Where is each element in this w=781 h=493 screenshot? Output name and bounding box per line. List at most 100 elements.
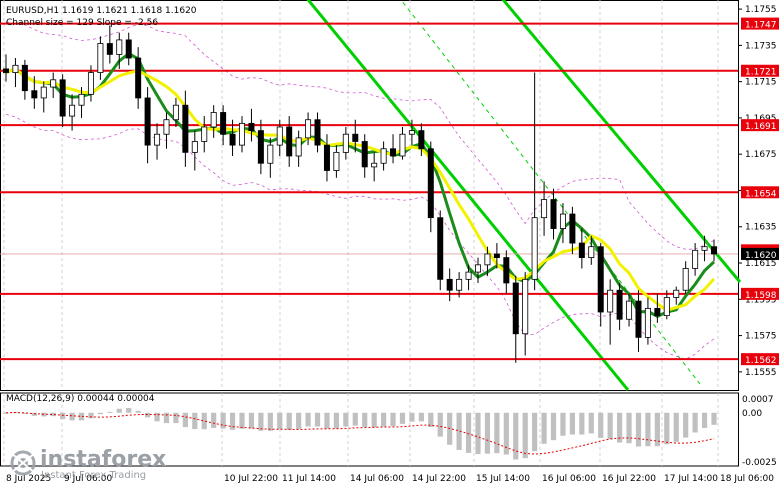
candle-body <box>503 257 510 284</box>
macd-bar <box>107 411 113 413</box>
candle-body <box>201 126 208 142</box>
instaforex-logo-icon <box>10 450 36 476</box>
candle-body <box>399 133 406 157</box>
macd-bar <box>333 412 339 429</box>
macd-bar <box>324 412 330 429</box>
macd-bar <box>701 412 708 428</box>
macd-bar <box>654 412 660 447</box>
macd-bar <box>163 412 170 424</box>
x-tick-label: 18 Jul 06:00 <box>720 474 774 484</box>
candle-body <box>673 289 680 298</box>
candle-body <box>78 93 85 106</box>
candle-body <box>380 148 387 164</box>
macd-bar <box>645 412 651 447</box>
candle-body <box>493 253 500 258</box>
current-price-label: 1.1620 <box>745 251 777 261</box>
candle-body <box>569 213 576 244</box>
watermark-brand: instaforex <box>40 447 166 472</box>
y-tick-label: 1.1615 <box>745 259 777 269</box>
candle-body <box>144 97 151 146</box>
macd-bar <box>409 412 415 422</box>
candle-body <box>682 268 689 291</box>
candle-body <box>257 130 264 164</box>
candle-body <box>229 133 236 146</box>
macd-bar <box>22 412 28 414</box>
candle-body <box>21 64 28 92</box>
macd-tick-label: -0.0025 <box>742 458 777 468</box>
symbol-header: EURUSD,H1 1.1619 1.1621 1.1618 1.1620 <box>6 6 197 16</box>
x-tick-label: 14 Jul 06:00 <box>350 474 404 484</box>
candle-body <box>323 144 330 171</box>
candle-body <box>276 126 283 146</box>
candle-body <box>352 133 359 142</box>
candle-body <box>588 246 595 258</box>
channel-info: Channel size = 129 Slope = -2.56 <box>6 18 158 28</box>
watermark-tagline: Instant Forex Trading <box>41 470 146 481</box>
macd-bar <box>503 412 509 455</box>
macd-bar <box>31 412 37 416</box>
channel-upper-line <box>501 0 742 283</box>
macd-bar <box>588 412 594 434</box>
macd-bar <box>229 412 236 430</box>
macd-bar <box>465 412 472 453</box>
candle-body <box>512 282 519 335</box>
macd-bar <box>126 408 132 413</box>
candle-body <box>286 126 293 157</box>
candle-body <box>427 148 434 219</box>
macd-bar <box>258 412 264 431</box>
candle-body <box>135 57 142 99</box>
macd-tick-label: 0.0007 <box>742 395 774 405</box>
level-label-box <box>741 287 779 300</box>
candle-body <box>418 130 425 150</box>
macd-bar <box>522 412 528 459</box>
macd-bar <box>314 412 321 427</box>
candle-body <box>210 112 217 128</box>
macd-bar <box>182 412 188 428</box>
macd-bar <box>569 412 575 435</box>
candle-body <box>59 79 66 117</box>
macd-bar <box>484 412 491 454</box>
candle-body <box>559 213 566 229</box>
candle-body <box>390 148 397 157</box>
candle-body <box>333 151 340 171</box>
candle-body <box>3 68 9 73</box>
macd-bar <box>154 412 160 422</box>
x-tick-label: 9 Jul 06:00 <box>64 474 113 484</box>
macd-bar <box>362 412 368 427</box>
y-tick-label: 1.1695 <box>745 114 777 124</box>
macd-bar <box>692 412 698 433</box>
candle-body <box>69 104 76 117</box>
macd-bar <box>135 410 141 413</box>
macd-bar <box>381 412 387 427</box>
time-axis: 8 Jul 2025 9 Jul 06:00 10 Jul 22:00 11 Jul … <box>6 474 774 484</box>
current-price-box <box>741 247 779 260</box>
candle-body <box>125 39 132 59</box>
macd-panel: 0.0007 0.00 -0.0025 <box>3 395 777 468</box>
macd-bar <box>456 412 462 450</box>
macd-tick-label: 0.00 <box>742 409 762 419</box>
macd-bar <box>617 412 623 443</box>
level-label: 1.1598 <box>745 291 777 301</box>
candle-body <box>607 289 614 313</box>
candle-body <box>87 72 94 95</box>
candle-body <box>701 246 708 251</box>
macd-bar <box>3 412 9 414</box>
candle-body <box>172 104 179 121</box>
macd-bar <box>626 412 632 444</box>
macd-bar <box>97 412 103 415</box>
macd-bar <box>201 412 207 430</box>
y-tick-label: 1.1675 <box>745 150 777 160</box>
macd-bar <box>579 412 585 435</box>
macd-bar <box>475 412 481 455</box>
candle-body <box>635 300 642 338</box>
candle-body <box>597 246 604 313</box>
candle-body <box>616 289 623 320</box>
macd-bar <box>428 412 434 428</box>
macd-bar <box>69 412 75 421</box>
candle-body <box>475 264 481 273</box>
macd-bar <box>598 412 604 438</box>
candle-body <box>578 242 585 258</box>
macd-bar <box>418 412 424 422</box>
macd-bar <box>390 412 396 427</box>
macd-bar <box>673 412 679 442</box>
